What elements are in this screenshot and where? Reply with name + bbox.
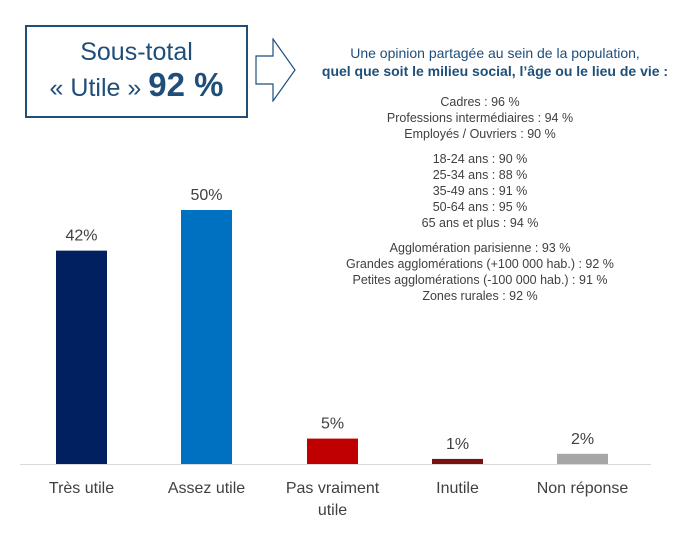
intro-line2: quel que soit le milieu social, l’âge ou… <box>321 63 669 79</box>
stat-line: Employés / Ouvriers : 90 % <box>404 127 556 141</box>
stat-line: Agglomération parisienne : 93 % <box>389 241 571 255</box>
category-label: Inutile <box>436 480 479 497</box>
stat-line: Petites agglomérations (-100 000 hab.) :… <box>352 273 608 287</box>
data-label: 1% <box>446 436 469 453</box>
stat-line: 25-34 ans : 88 % <box>432 168 528 182</box>
stat-line: Grandes agglomérations (+100 000 hab.) :… <box>346 257 614 271</box>
bar <box>432 458 483 464</box>
stats-group: 18-24 ans : 90 % 25-34 ans : 88 % 35-49 an… <box>300 151 660 231</box>
stat-line: Professions intermédiaires : 94 % <box>386 111 574 125</box>
category-label: Très utile <box>49 480 114 497</box>
arrow-right-outline-icon <box>255 38 296 102</box>
data-label: 2% <box>571 431 594 448</box>
intro-line1: Une opinion partagée au sein de la popul… <box>350 45 640 61</box>
subtotal-label: « Utile » <box>49 74 142 102</box>
subtotal-title: Sous-total <box>80 38 193 66</box>
data-label: 5% <box>321 416 344 433</box>
breakdown-stats: Cadres : 96 % Professions intermédiaires … <box>300 94 660 313</box>
intro-text: Une opinion partagée au sein de la popul… <box>300 44 689 80</box>
stats-group: Cadres : 96 % Professions intermédiaires … <box>300 94 660 142</box>
stats-group: Agglomération parisienne : 93 % Grandes a… <box>300 240 660 304</box>
stat-line: 50-64 ans : 95 % <box>432 200 528 214</box>
category-label: Non réponse <box>537 480 629 497</box>
data-label: 42% <box>65 228 97 245</box>
bar <box>557 453 608 464</box>
stat-line: 18-24 ans : 90 % <box>432 152 528 166</box>
subtotal-value: 92 % <box>148 66 224 103</box>
stat-line: Cadres : 96 % <box>440 95 520 109</box>
category-label: Assez utile <box>168 480 245 497</box>
stat-line: 35-49 ans : 91 % <box>432 184 528 198</box>
subtotal-box: Sous-total « Utile » 92 % <box>25 25 248 118</box>
subtotal-line: « Utile » 92 % <box>27 67 246 106</box>
category-label: utile <box>318 502 347 519</box>
bar <box>181 210 232 464</box>
category-label: Pas vraiment <box>286 480 380 497</box>
bar <box>307 438 358 464</box>
data-label: 50% <box>190 187 222 204</box>
stat-line: Zones rurales : 92 % <box>422 289 538 303</box>
bar <box>56 250 107 464</box>
stat-line: 65 ans et plus : 94 % <box>421 216 539 230</box>
